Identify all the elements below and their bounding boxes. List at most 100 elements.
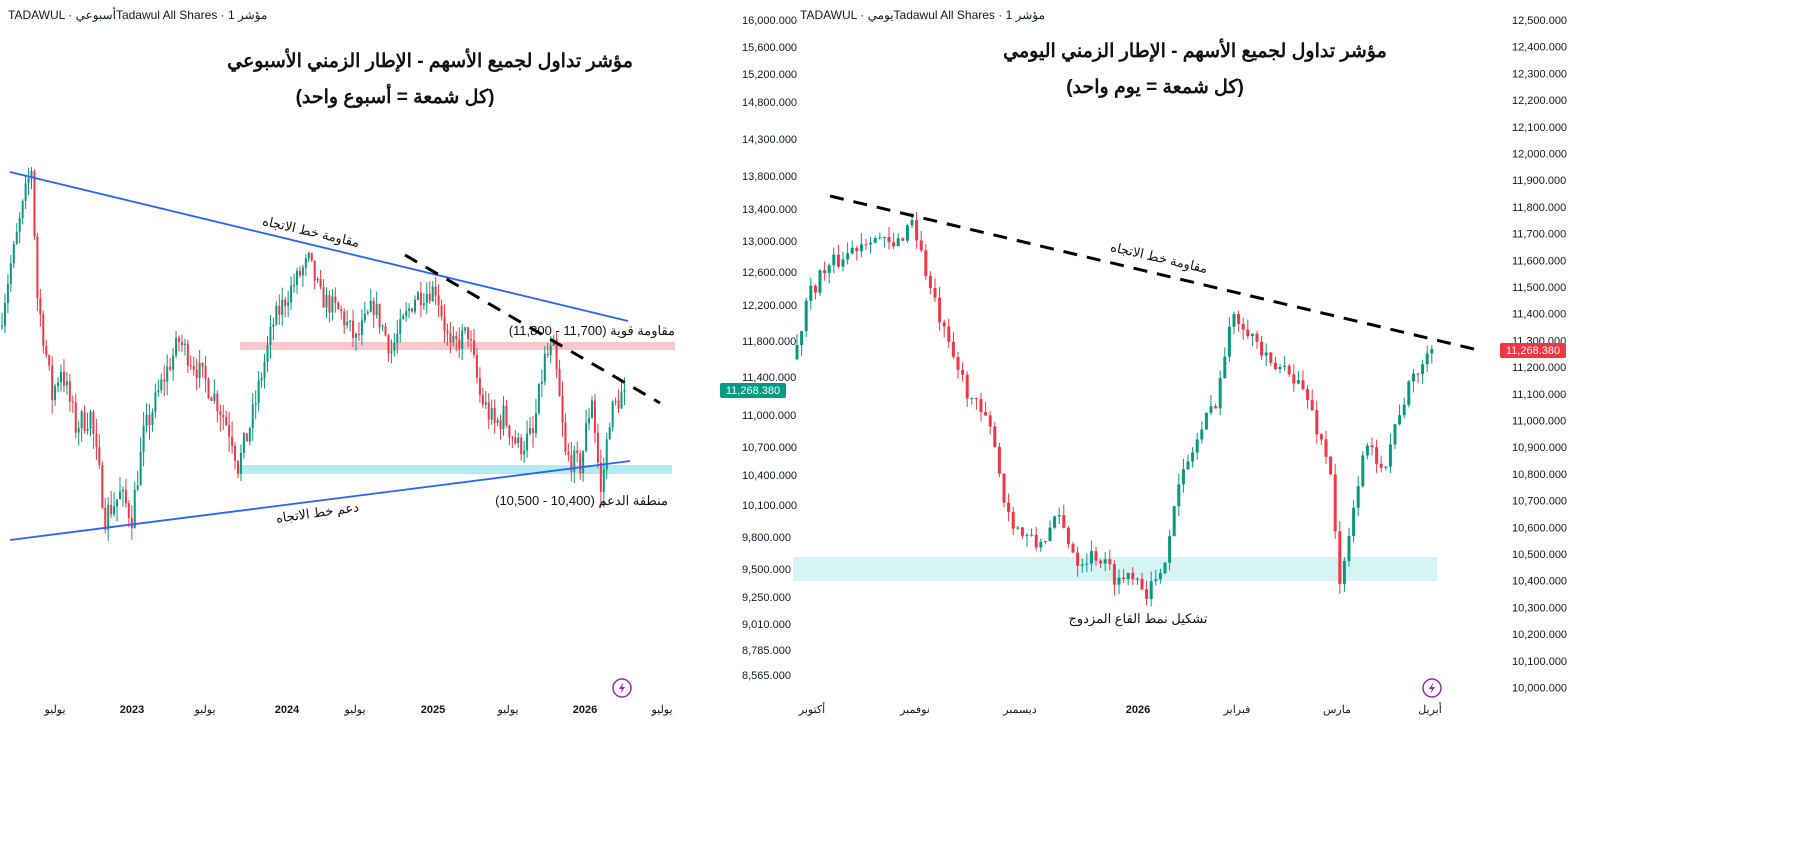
candle: [334, 287, 337, 313]
daily-time-axis[interactable]: أكتوبر نوفمبر ديسمبر 2026 فبراير مارس أبريل: [798, 702, 1442, 716]
candle: [219, 404, 222, 432]
candle: [189, 355, 192, 371]
daily-price-axis[interactable]: 12,500.000 12,400.000 12,300.000 12,200.000…: [1512, 15, 1567, 695]
candle: [242, 432, 245, 459]
candle: [228, 411, 231, 453]
time-tick-label: 2026: [573, 704, 597, 716]
candle: [71, 395, 74, 413]
candle: [175, 331, 178, 359]
candle: [470, 330, 473, 353]
candle: [1, 312, 3, 330]
candle: [343, 308, 346, 334]
candle: [561, 381, 564, 437]
weekly-header: TADAWUL · أسبوعيTadawul All Shares · مؤش…: [8, 7, 267, 22]
candle: [51, 356, 54, 414]
candle: [896, 233, 900, 247]
candle: [48, 354, 51, 371]
candle: [1218, 370, 1222, 416]
price-tick-label: 11,400.000: [1512, 309, 1566, 321]
lightning-icon[interactable]: [1422, 678, 1442, 698]
candle: [1057, 507, 1061, 525]
candle: [1352, 499, 1356, 543]
candle: [599, 449, 602, 507]
candle: [873, 235, 877, 244]
dashed-trendline-daily[interactable]: [829, 194, 1479, 352]
candle: [95, 418, 98, 460]
candle: [381, 324, 384, 332]
price-tick-label: 12,300.000: [1512, 68, 1567, 80]
candle: [157, 379, 160, 397]
dashed-trendline[interactable]: [404, 253, 661, 405]
candle: [325, 287, 328, 319]
candle: [517, 433, 520, 449]
price-tick-label: 12,000.000: [1512, 149, 1567, 161]
candle: [231, 421, 234, 454]
candle: [210, 396, 213, 402]
candle: [45, 340, 48, 358]
candle: [576, 441, 579, 463]
candle: [166, 354, 169, 396]
candle: [349, 319, 352, 332]
weekly-title: مؤشر تداول لجميع الأسهم - الإطار الزمني …: [227, 48, 633, 73]
time-tick-label: ديسمبر: [1002, 704, 1037, 716]
candle: [192, 356, 195, 376]
daily-chart[interactable]: TADAWUL · يوميTadawul All Shares · مؤشر …: [793, 8, 1567, 716]
price-tick-label: 11,900.000: [1512, 175, 1566, 187]
candle: [1191, 447, 1195, 468]
candle: [915, 212, 919, 249]
candle: [938, 286, 942, 331]
candle: [514, 430, 517, 445]
candle: [1329, 455, 1333, 476]
candle: [319, 270, 322, 290]
candle: [487, 393, 490, 429]
candle: [452, 326, 455, 347]
candle: [1053, 515, 1057, 529]
candle: [919, 230, 923, 253]
time-tick-label: أكتوبر: [798, 702, 825, 716]
candle: [502, 396, 505, 436]
candle: [1237, 310, 1241, 332]
price-tick-label: 13,800.000: [742, 171, 797, 183]
candle: [1131, 567, 1135, 585]
time-tick-label: أبريل: [1418, 702, 1442, 716]
candle: [378, 303, 381, 334]
candle: [77, 421, 80, 446]
candle: [1076, 546, 1080, 577]
candle: [1425, 345, 1429, 372]
candle: [239, 444, 242, 482]
price-tick-label: 10,600.000: [1512, 522, 1567, 534]
candle: [54, 383, 57, 406]
candle: [1379, 455, 1383, 473]
candle: [588, 408, 591, 431]
candle: [269, 314, 272, 359]
lightning-icon[interactable]: [612, 678, 632, 698]
trendline-resistance[interactable]: [9, 171, 629, 322]
candle: [360, 309, 363, 346]
candle: [116, 499, 119, 522]
price-tick-label: 12,400.000: [1512, 42, 1567, 54]
candle: [1172, 506, 1176, 537]
candle: [183, 338, 186, 356]
candle: [352, 309, 355, 348]
candle: [855, 245, 859, 261]
candle: [582, 450, 585, 482]
candle: [419, 281, 422, 318]
price-tick-label: 13,000.000: [742, 236, 797, 248]
candle: [1264, 343, 1268, 367]
weekly-time-axis[interactable]: يوليو 2023 يوليو 2024 يوليو 2025 يوليو 2026 يولي…: [43, 704, 672, 716]
candle: [39, 288, 42, 327]
candle: [24, 174, 27, 210]
trendline-support[interactable]: [9, 460, 631, 541]
candle: [1416, 373, 1420, 384]
candle: [178, 335, 180, 352]
candle: [585, 409, 588, 453]
candle: [1080, 558, 1084, 573]
candle: [1365, 442, 1369, 460]
weekly-chart[interactable]: TADAWUL · أسبوعيTadawul All Shares · مؤش…: [1, 7, 797, 716]
weekly-price-axis[interactable]: 16,000.000 15,600.000 15,200.000 14,800.000…: [742, 15, 797, 682]
candle: [823, 261, 827, 281]
candle: [225, 410, 228, 426]
candle: [1066, 525, 1070, 549]
candle: [1375, 439, 1379, 473]
candle: [110, 490, 113, 519]
